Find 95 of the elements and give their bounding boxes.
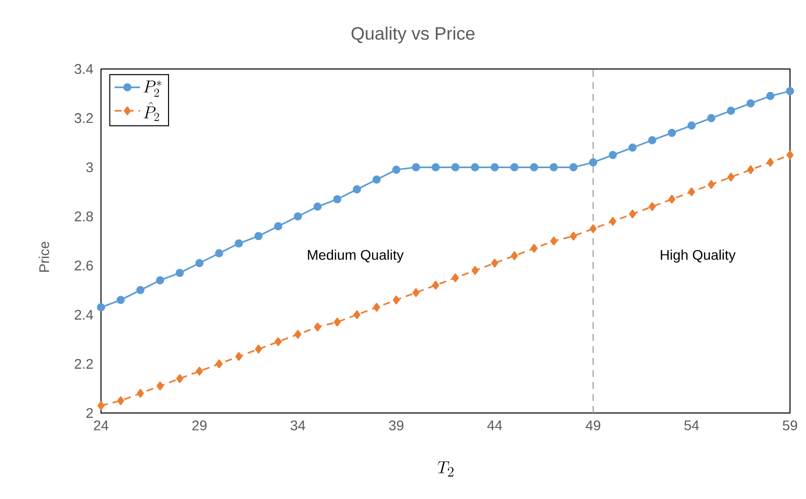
point: [569, 163, 578, 172]
point: [216, 359, 223, 368]
point: [629, 210, 636, 218]
point: [472, 266, 479, 275]
point: [136, 388, 144, 398]
point: [274, 337, 282, 346]
point: [254, 344, 262, 354]
point: [668, 194, 676, 204]
point: [234, 239, 243, 248]
point: [590, 224, 597, 234]
point: [117, 396, 124, 406]
legend-label: $\hat{P}_2$: [144, 102, 159, 121]
point: [530, 244, 538, 253]
point: [470, 163, 480, 172]
point: [608, 150, 617, 160]
point: [294, 330, 302, 339]
point: [156, 382, 164, 390]
point: [688, 187, 696, 196]
x-tick-label: 59: [782, 420, 798, 430]
y-tick-label: 3.2: [74, 113, 93, 124]
point: [215, 249, 224, 258]
point: [786, 150, 794, 160]
y-tick-label: 2.6: [74, 260, 93, 270]
point: [372, 175, 381, 184]
point: [687, 121, 696, 130]
annotation: Medium Quality: [308, 250, 404, 263]
annotation: High Quality: [660, 250, 736, 263]
x-tick-label: 54: [684, 420, 699, 430]
y-tick-label: 2.8: [74, 211, 93, 222]
x-tick-label: 29: [192, 420, 207, 430]
point: [373, 302, 380, 312]
y-axis-title: Price: [38, 242, 50, 272]
point: [491, 258, 498, 268]
point: [334, 318, 341, 326]
y-tick-label: 2.2: [74, 358, 93, 369]
point: [766, 92, 774, 100]
point: [353, 310, 360, 320]
point: [668, 128, 676, 137]
point: [432, 280, 440, 290]
point: [648, 136, 656, 144]
point: [136, 286, 144, 294]
x-axis-title: $T_2$: [438, 462, 454, 477]
chart-title: Quality vs Price: [352, 26, 474, 44]
point: [766, 158, 774, 167]
point: [510, 251, 518, 260]
point: [550, 236, 558, 246]
legend-label: $P_2^*$: [144, 80, 162, 97]
x-tick-label: 24: [94, 420, 108, 430]
point: [550, 163, 558, 172]
point: [96, 303, 106, 312]
point: [708, 180, 715, 189]
point: [747, 165, 754, 174]
y-tick-label: 2.4: [74, 310, 94, 320]
point: [707, 114, 716, 122]
point: [176, 374, 184, 383]
point: [412, 288, 420, 297]
x-tick-label: 49: [586, 420, 600, 430]
point: [314, 322, 322, 332]
point: [333, 195, 342, 204]
point: [235, 352, 242, 361]
point: [313, 202, 322, 211]
point: [254, 232, 263, 240]
x-tick-label: 39: [389, 420, 404, 430]
point: [116, 296, 125, 304]
point: [392, 166, 400, 174]
point: [726, 106, 736, 115]
point: [570, 232, 577, 240]
point: [274, 222, 282, 230]
point: [628, 144, 637, 152]
point: [156, 276, 164, 284]
point: [786, 87, 794, 96]
point: [530, 163, 538, 172]
y-tick-label: 3: [86, 162, 93, 172]
point: [196, 366, 203, 376]
point: [727, 172, 734, 182]
point: [589, 158, 598, 166]
point: [648, 202, 656, 211]
point: [452, 273, 459, 282]
point: [98, 401, 105, 410]
point: [451, 163, 460, 172]
point: [294, 212, 302, 221]
point: [412, 163, 420, 172]
point: [490, 163, 499, 172]
point: [746, 99, 755, 108]
point: [176, 268, 184, 278]
point: [195, 259, 204, 268]
x-tick-label: 34: [290, 420, 306, 430]
point: [609, 216, 616, 226]
point: [432, 163, 440, 172]
point: [352, 185, 362, 194]
point: [510, 163, 519, 172]
y-tick-label: 2: [86, 408, 93, 418]
y-tick-label: 3.4: [74, 64, 94, 74]
point: [392, 296, 400, 304]
x-tick-label: 44: [487, 420, 502, 430]
